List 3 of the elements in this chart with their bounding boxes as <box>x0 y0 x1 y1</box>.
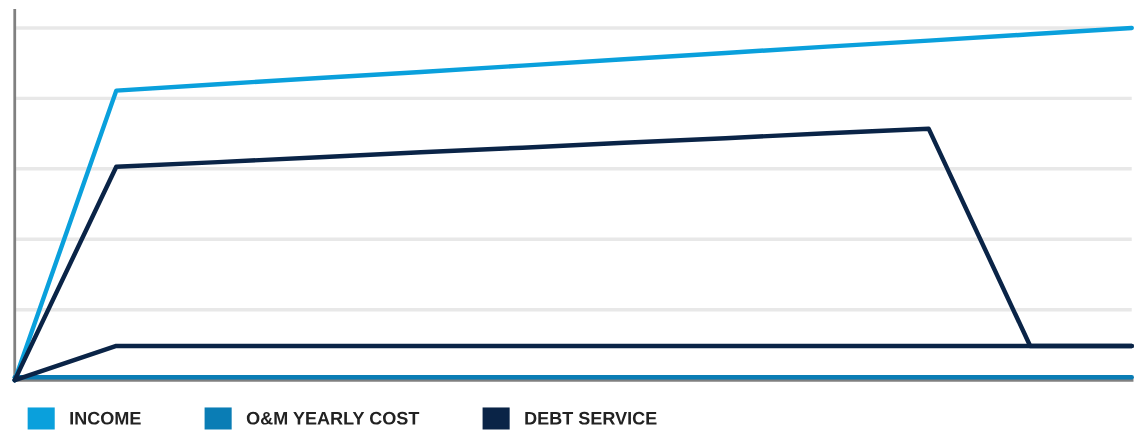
legend-label: O&M YEARLY COST <box>246 411 420 425</box>
legend-label: INCOME <box>70 411 141 425</box>
legend-label: DEBT SERVICE <box>525 411 657 425</box>
